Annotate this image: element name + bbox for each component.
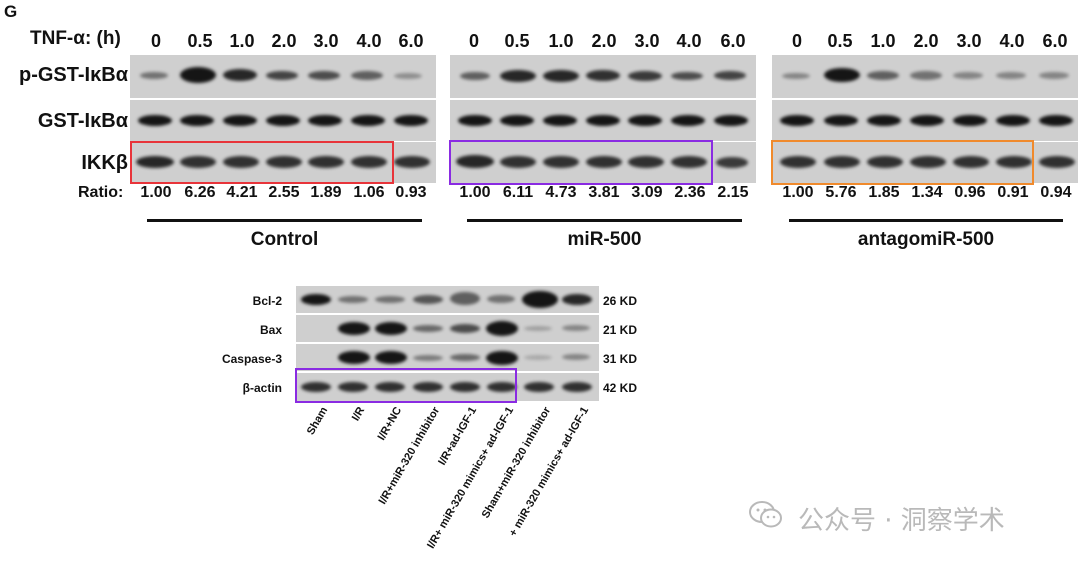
group-label-control: Control <box>250 229 319 250</box>
blot-mir500-ikkb <box>450 142 756 183</box>
ratio-value: 0.91 <box>997 184 1029 201</box>
blot-mir500-p-gst-ikba <box>450 55 756 98</box>
ratio-value: 2.55 <box>268 184 300 201</box>
size-marker-bcl2: 26 KD <box>603 294 638 308</box>
blot-bcl2 <box>296 286 599 313</box>
time-point: 0.5 <box>504 31 530 51</box>
wechat-icon <box>748 500 784 530</box>
time-point: 0.5 <box>827 31 853 51</box>
size-marker-bax: 21 KD <box>603 323 638 337</box>
panel-letter: G <box>4 2 18 21</box>
blot-control-ikkb <box>130 142 436 183</box>
time-point: 0 <box>150 31 161 51</box>
time-point: 2.0 <box>913 31 939 51</box>
ratio-value: 1.00 <box>459 184 491 201</box>
size-marker-caspase3: 31 KD <box>603 352 638 366</box>
highlight-box-control <box>130 141 394 184</box>
time-point: 1.0 <box>870 31 896 51</box>
blot-control-gst-ikba <box>130 100 436 141</box>
watermark-text: 公众号 · 洞察学术 <box>798 506 1005 536</box>
blot-control-p-gst-ikba <box>130 55 436 98</box>
ratio-value: 1.85 <box>868 184 900 201</box>
highlight-box-mir500 <box>449 140 713 185</box>
blot-bax <box>296 315 599 342</box>
group-line-antagomir500 <box>789 219 1063 222</box>
blot-mir500-gst-ikba <box>450 100 756 141</box>
row-label-ikkb: IKKβ <box>81 152 128 174</box>
time-point: 3.0 <box>313 31 339 51</box>
time-point: 0 <box>468 31 479 51</box>
blot-caspase3 <box>296 344 599 371</box>
row-label-beta-actin: β-actin <box>242 381 282 395</box>
group-label-mir500: miR-500 <box>567 229 642 250</box>
time-point: 3.0 <box>956 31 982 51</box>
highlight-box-antagomir500 <box>771 140 1034 185</box>
time-point: 3.0 <box>634 31 660 51</box>
time-point: 4.0 <box>676 31 702 51</box>
ratio-value: 4.73 <box>545 184 577 201</box>
ratio-value: 0.96 <box>954 184 986 201</box>
time-point: 0 <box>791 31 802 51</box>
time-point: 1.0 <box>229 31 255 51</box>
group-line-mir500 <box>467 219 742 222</box>
size-marker-beta-actin: 42 KD <box>603 381 638 395</box>
time-point: 1.0 <box>548 31 574 51</box>
blot-antagomir500-gst-ikba <box>772 100 1078 141</box>
blot-beta-actin <box>296 373 599 401</box>
ratio-value: 1.34 <box>911 184 943 201</box>
highlight-box-beta-actin <box>295 368 517 403</box>
time-point: 0.5 <box>187 31 213 51</box>
row-label-p-gst-ikba: p-GST-IκBα <box>19 64 128 86</box>
group-line-control <box>147 219 422 222</box>
group-label-antagomir500: antagomiR-500 <box>857 229 995 250</box>
time-point: 4.0 <box>356 31 382 51</box>
row-label-bcl2: Bcl-2 <box>252 294 282 308</box>
row-label-gst-ikba: GST-IκBα <box>37 110 128 132</box>
time-point: 4.0 <box>999 31 1025 51</box>
time-point: 2.0 <box>591 31 617 51</box>
blot-antagomir500-ikkb <box>772 142 1078 183</box>
time-point: 2.0 <box>271 31 297 51</box>
time-point: 6.0 <box>398 31 424 51</box>
time-point: 6.0 <box>1042 31 1068 51</box>
ratio-value: 0.93 <box>395 184 427 201</box>
ratio-label: Ratio: <box>78 184 124 201</box>
ratio-value: 5.76 <box>825 184 857 201</box>
tnf-time-label: TNF-α: (h) <box>30 28 121 49</box>
ratio-value: 3.09 <box>631 184 663 201</box>
row-label-bax: Bax <box>259 323 282 337</box>
ratio-value: 6.11 <box>502 184 534 201</box>
ratio-value: 2.36 <box>674 184 706 201</box>
ratio-value: 1.89 <box>310 184 342 201</box>
ratio-value: 3.81 <box>588 184 620 201</box>
ratio-value: 1.00 <box>782 184 814 201</box>
time-point: 6.0 <box>720 31 746 51</box>
ratio-value: 0.94 <box>1040 184 1072 201</box>
blot-antagomir500-p-gst-ikba <box>772 55 1078 98</box>
ratio-value: 1.00 <box>140 184 172 201</box>
ratio-value: 1.06 <box>353 184 385 201</box>
ratio-value: 2.15 <box>717 184 749 201</box>
row-label-caspase3: Caspase-3 <box>221 352 282 366</box>
ratio-value: 4.21 <box>226 184 258 201</box>
ratio-value: 6.26 <box>184 184 216 201</box>
